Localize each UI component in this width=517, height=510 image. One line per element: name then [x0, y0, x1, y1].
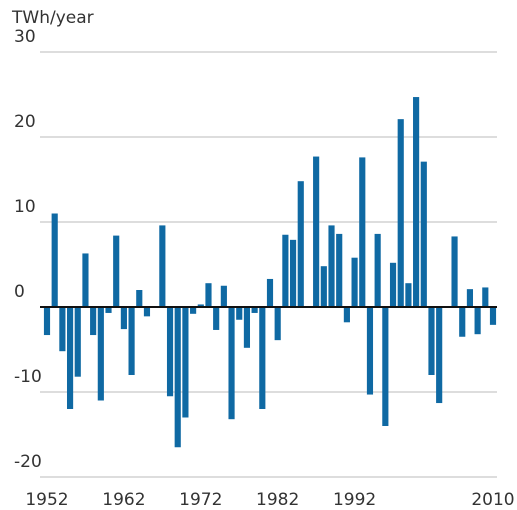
bar [351, 257, 358, 307]
bar [459, 307, 466, 337]
bar [43, 307, 51, 336]
bar [159, 225, 166, 307]
y-tick-label: 30 [14, 27, 36, 47]
bar [343, 307, 350, 323]
x-tick-label: 1992 [333, 490, 376, 510]
bar [389, 262, 397, 307]
bar [182, 307, 189, 418]
bar [197, 304, 204, 307]
bar [436, 307, 443, 404]
bar [174, 307, 181, 448]
bar [97, 307, 104, 401]
bar [466, 289, 474, 307]
bar [90, 307, 97, 336]
bar [413, 97, 420, 307]
bar [143, 307, 151, 317]
bar [236, 307, 243, 320]
bar [74, 307, 81, 377]
bar [128, 307, 135, 375]
bar [190, 307, 197, 314]
x-tick-label: 1962 [102, 490, 145, 510]
bar [428, 307, 435, 375]
bar [359, 157, 366, 307]
bar [243, 307, 251, 348]
bar [228, 307, 235, 420]
x-tick-label: 1982 [256, 490, 299, 510]
bar [289, 239, 297, 307]
bar [213, 307, 220, 330]
bar [82, 253, 89, 307]
bar [259, 307, 266, 409]
bar [451, 236, 458, 307]
bar [366, 307, 374, 395]
bar [297, 181, 304, 307]
bar [136, 290, 143, 307]
bar [474, 307, 481, 335]
y-tick-label: -20 [14, 452, 42, 472]
bar [328, 225, 335, 307]
bar [205, 283, 212, 307]
bar [120, 307, 127, 330]
bar [59, 307, 66, 352]
bar [336, 233, 343, 307]
x-tick-label: 1952 [25, 490, 68, 510]
bar [374, 233, 381, 307]
bar [397, 119, 404, 308]
bar [405, 283, 412, 307]
bar [266, 278, 274, 307]
x-tick-label: 2010 [471, 490, 514, 510]
bar [66, 307, 74, 409]
x-tick-label: 1972 [179, 490, 222, 510]
bar [251, 307, 258, 313]
y-tick-label: 0 [14, 282, 25, 302]
bar [105, 307, 112, 313]
bar [220, 285, 227, 307]
bar [313, 156, 320, 307]
bar [489, 307, 497, 325]
y-tick-label: -10 [14, 367, 42, 387]
bar [282, 234, 289, 307]
bar [482, 287, 489, 307]
y-axis-label: TWh/year [11, 8, 94, 28]
bar [51, 213, 58, 307]
bar [420, 161, 427, 307]
y-tick-label: 20 [14, 112, 36, 132]
bar [320, 266, 327, 307]
bar [166, 307, 174, 397]
y-tick-label: 10 [14, 197, 36, 217]
bar [113, 235, 120, 307]
bar [274, 307, 281, 341]
bar [382, 307, 389, 426]
